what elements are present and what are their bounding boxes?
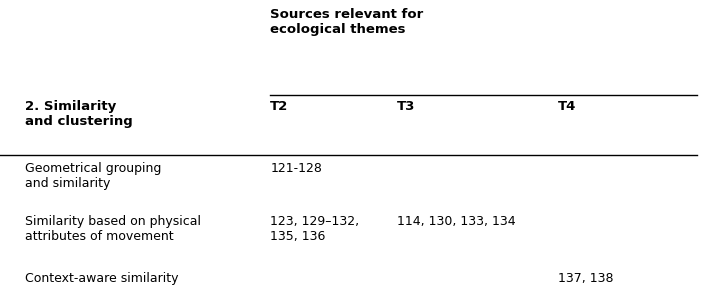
Text: T2: T2 — [270, 100, 289, 113]
Text: 121-128: 121-128 — [270, 162, 322, 175]
Text: Context-aware similarity: Context-aware similarity — [25, 272, 178, 285]
Text: 137, 138: 137, 138 — [558, 272, 614, 285]
Text: 114, 130, 133, 134: 114, 130, 133, 134 — [397, 215, 515, 228]
Text: T4: T4 — [558, 100, 576, 113]
Text: Similarity based on physical
attributes of movement: Similarity based on physical attributes … — [25, 215, 201, 243]
Text: Geometrical grouping
and similarity: Geometrical grouping and similarity — [25, 162, 161, 190]
Text: Sources relevant for
ecological themes: Sources relevant for ecological themes — [270, 8, 423, 36]
Text: 2. Similarity
and clustering: 2. Similarity and clustering — [25, 100, 132, 128]
Text: 123, 129–132,
135, 136: 123, 129–132, 135, 136 — [270, 215, 359, 243]
Text: T3: T3 — [397, 100, 415, 113]
